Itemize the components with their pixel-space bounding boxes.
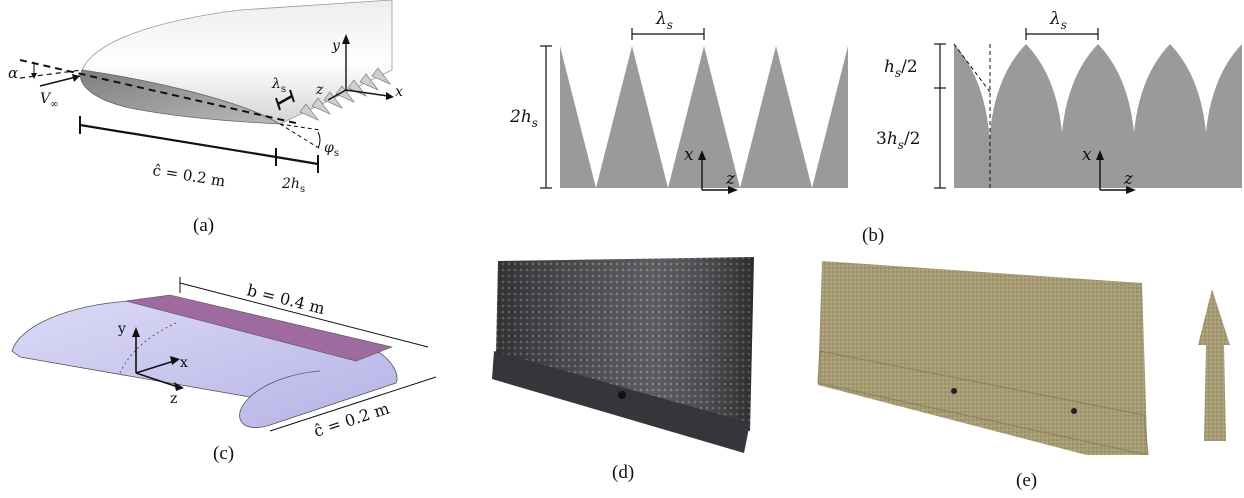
phi-arc [317, 131, 321, 149]
panel-c-wing-model: y x z b = 0.4 m ĉ = 0.2 m [11, 277, 437, 441]
c-z-axis [135, 372, 179, 388]
wing-te-band [125, 294, 394, 362]
caption-c: (c) [213, 443, 235, 464]
foam-hole-2 [1071, 408, 1077, 414]
foam-lower-band [817, 350, 1149, 455]
lambda-label-right: λs [1049, 10, 1067, 32]
alpha-label: α [8, 64, 18, 82]
panel-d-serrated-plate-photo [492, 257, 754, 453]
wing-body [11, 300, 398, 428]
freestream-arrowhead [72, 74, 80, 82]
caption-e: (e) [1016, 470, 1038, 491]
span-label: b = 0.4 m [245, 280, 327, 318]
mount-hole [618, 391, 626, 399]
c-chord-dimension [269, 376, 437, 432]
y-axis-label: y [331, 38, 341, 54]
chord-label: ĉ = 0.2 m [151, 161, 226, 190]
span-dimension [179, 282, 429, 348]
lambda-bracket [277, 94, 293, 106]
caption-b: (b) [862, 225, 885, 246]
x-label-right: x [1082, 145, 1092, 165]
x-label-left: x [684, 145, 694, 165]
c-z-label: z [170, 391, 177, 407]
three-h-label: 3hs/2 [876, 129, 921, 152]
two-h-label-b: 2hs [509, 107, 538, 130]
h-half-label: hs/2 [884, 57, 918, 80]
z-axis-label: z [315, 82, 324, 98]
curved-serrations [954, 44, 1242, 188]
lambda-label: λs [271, 76, 286, 95]
z-label-right: z [1123, 169, 1134, 189]
x-axis [345, 89, 389, 97]
caption-d: (d) [612, 462, 635, 483]
z-axis [327, 89, 347, 101]
panel-b-serration-geometry: λs 2hs x z λs hs/2 3hs/2 x z [509, 10, 1242, 194]
two-h-label: 2hs [281, 176, 305, 195]
alpha-arrowhead [31, 73, 37, 79]
chord-dimension [79, 123, 277, 159]
foam-serration-sample [1198, 289, 1230, 441]
plate-base [492, 351, 750, 453]
panel-e-foam-insert-photo [817, 261, 1230, 455]
c-x-label: x [180, 355, 188, 371]
foam-hole-1 [951, 388, 957, 394]
caption-a: (a) [193, 215, 215, 236]
sawtooth-serrations [560, 46, 848, 188]
phi-label: φs [324, 140, 339, 159]
z-label-left: z [725, 169, 736, 189]
serration-dimension [275, 155, 319, 166]
v-inf-label: V∞ [40, 91, 58, 110]
lambda-label-left: λs [655, 10, 673, 32]
c-x-axis [135, 360, 175, 374]
panel-a-airfoil-diagram: α V∞ λs y x z φs ĉ = 0.2 m 2hs [8, 0, 403, 195]
alpha-ref-line [19, 69, 83, 79]
x-axis-label: x [395, 84, 403, 100]
airfoil-section [80, 69, 281, 125]
c-y-label: y [117, 321, 126, 337]
